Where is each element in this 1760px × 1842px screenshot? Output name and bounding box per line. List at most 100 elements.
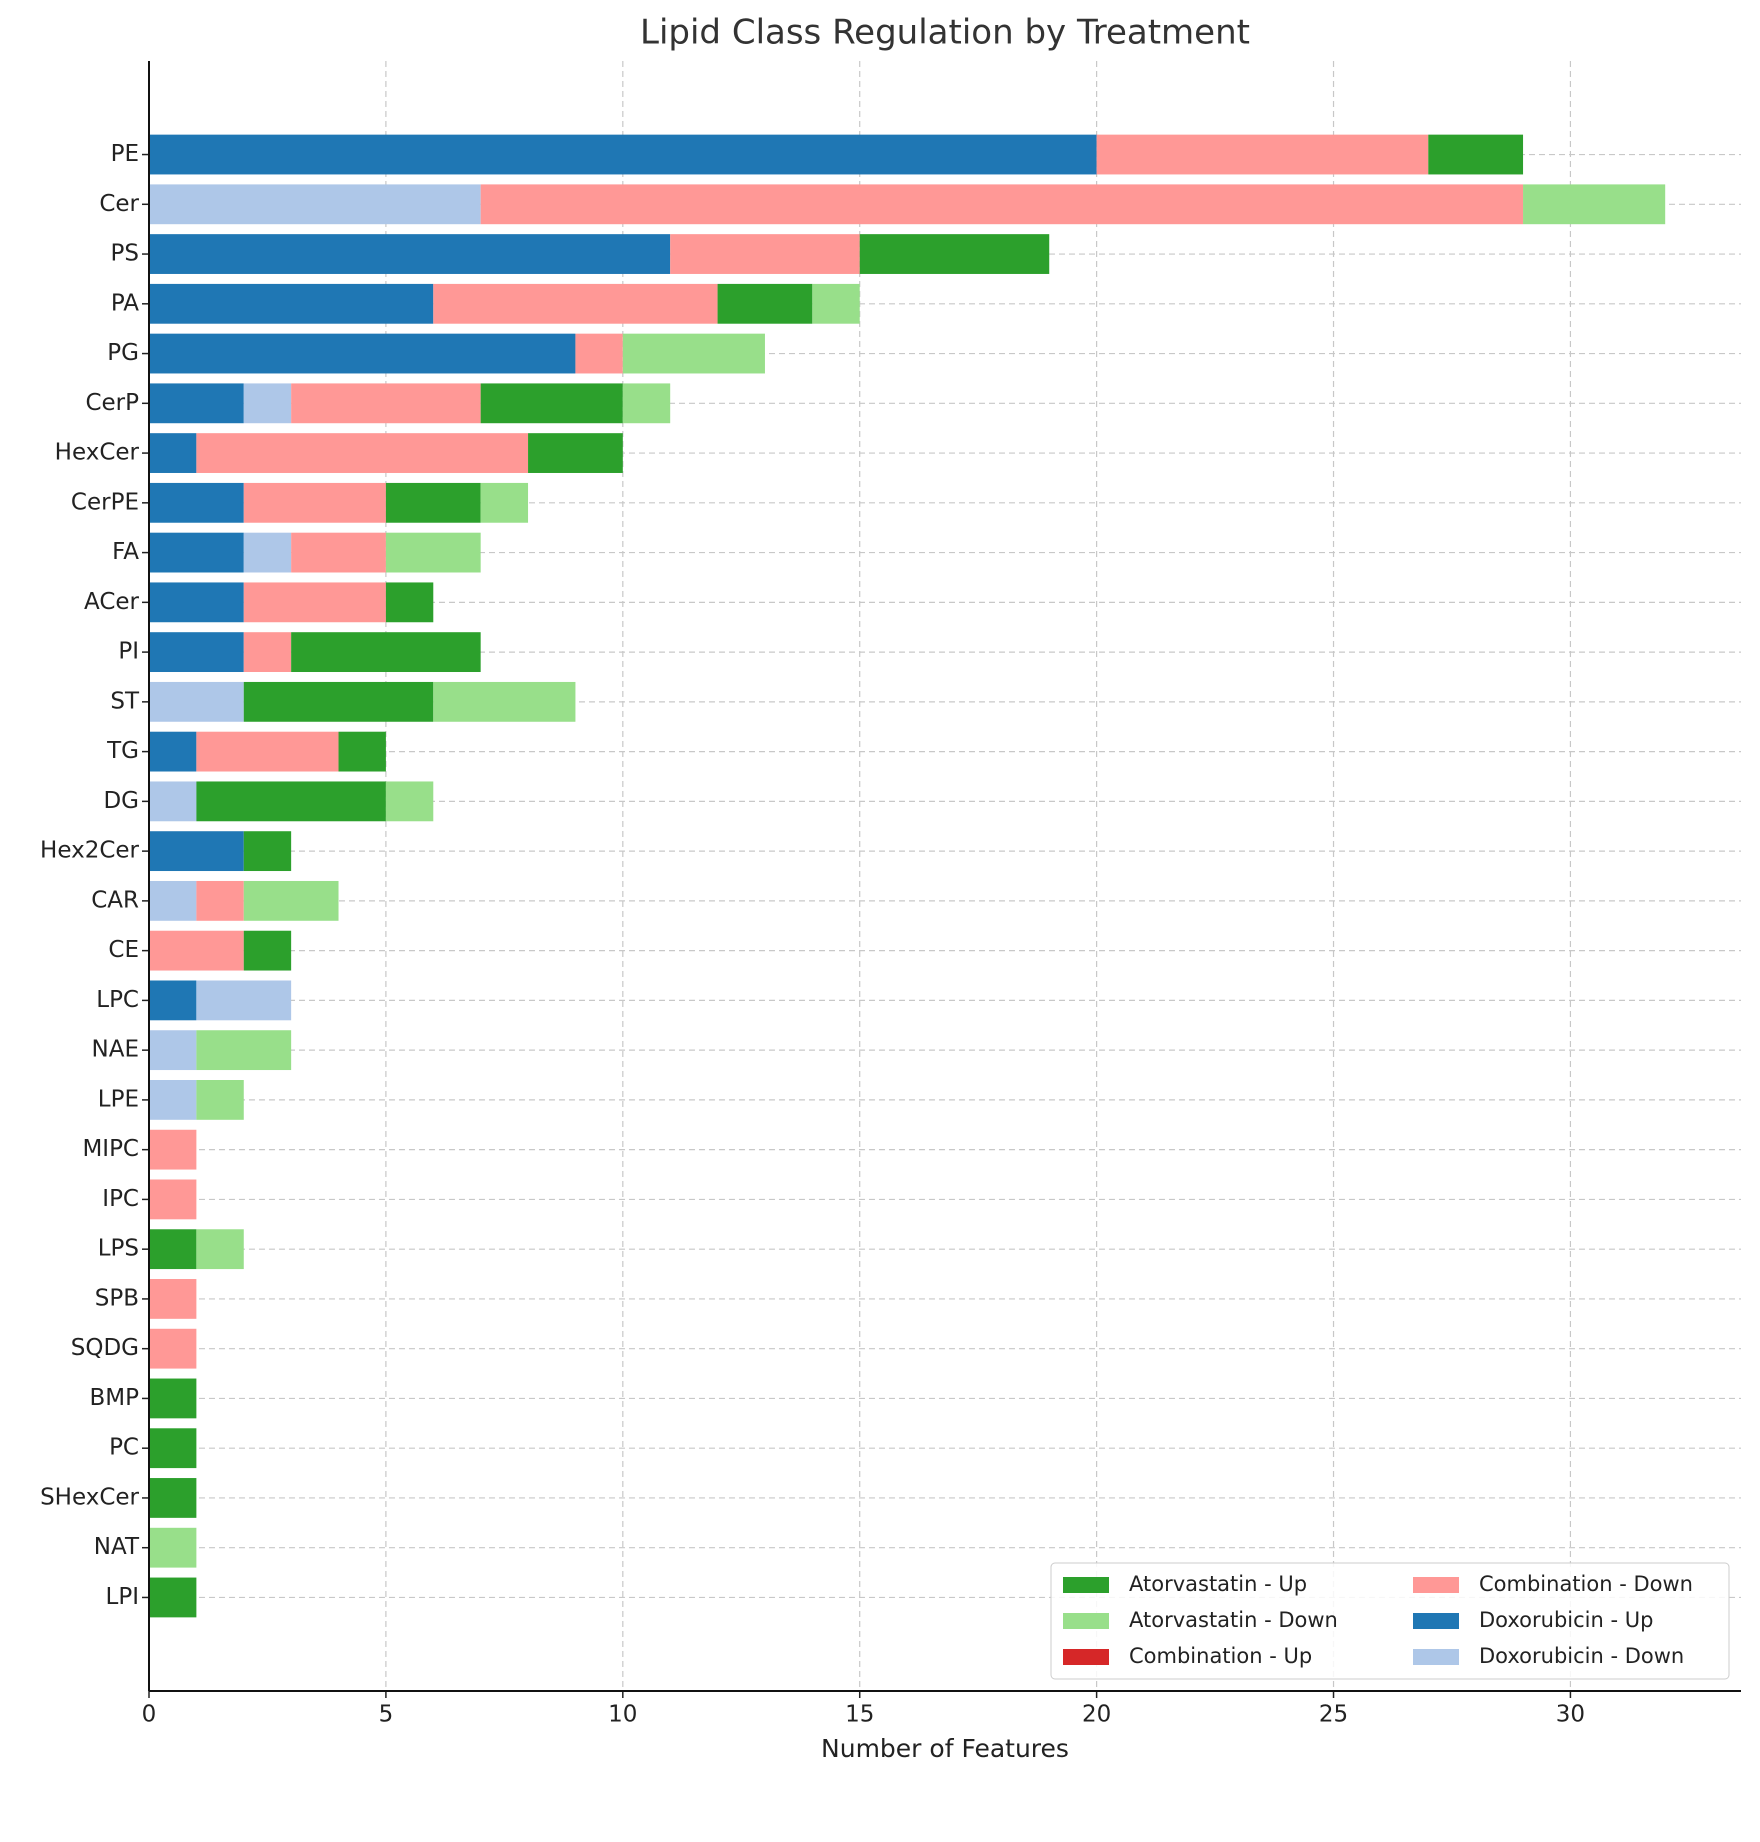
bar [149, 1079, 197, 1120]
bar [196, 1079, 244, 1120]
bar [480, 482, 529, 523]
x-tick-label: 10 [608, 1702, 637, 1728]
bar [243, 482, 386, 523]
y-tick-label: PI [118, 639, 139, 665]
y-tick-label: LPS [98, 1236, 139, 1262]
bar [385, 582, 434, 623]
bar [196, 433, 529, 473]
legend-label: Atorvastatin - Up [1129, 1572, 1307, 1596]
bar [859, 234, 1050, 274]
bar [149, 1577, 197, 1618]
bar [149, 184, 481, 225]
legend-label: Combination - Up [1129, 1644, 1312, 1668]
legend-swatch [1063, 1613, 1109, 1629]
y-tick-label: CAR [91, 887, 139, 913]
bar [528, 433, 623, 473]
bar [243, 582, 386, 623]
y-tick-label: DG [103, 788, 139, 814]
bar [149, 433, 197, 473]
x-tick-label: 15 [845, 1702, 874, 1728]
bar [291, 383, 481, 424]
y-tick-label: LPE [98, 1086, 139, 1112]
bar [196, 731, 339, 772]
y-tick-label: HexCer [55, 440, 140, 466]
y-tick-label: LPC [96, 987, 139, 1013]
y-tick-label: CE [108, 937, 139, 963]
y-tick-label: FA [112, 539, 139, 565]
y-tick-label: PG [107, 340, 139, 366]
y-tick-label: Cer [99, 191, 139, 217]
bar [243, 681, 434, 722]
bar [196, 880, 244, 921]
bar [149, 930, 244, 971]
bar [149, 781, 197, 822]
bar [149, 681, 244, 722]
bar [149, 283, 434, 324]
bar [149, 880, 197, 921]
x-tick-label: 20 [1082, 1702, 1111, 1728]
legend-swatch [1063, 1577, 1109, 1593]
bar [385, 482, 481, 523]
y-tick-label: SQDG [71, 1335, 139, 1361]
legend-swatch [1413, 1577, 1459, 1593]
bar [149, 1179, 197, 1220]
bar [670, 234, 860, 274]
y-tick-label: LPI [106, 1584, 139, 1610]
x-tick-label: 25 [1319, 1702, 1348, 1728]
bar [149, 1428, 197, 1469]
bar [291, 632, 481, 673]
bar [243, 880, 339, 921]
bar [575, 333, 623, 374]
bar [433, 681, 576, 722]
bar [243, 632, 292, 673]
bar [338, 731, 386, 772]
bar [149, 1229, 197, 1270]
legend-swatch [1413, 1613, 1459, 1629]
y-tick-label: ACer [84, 589, 140, 615]
y-tick-label: PC [109, 1435, 139, 1461]
y-tick-label: BMP [90, 1385, 140, 1411]
bar [149, 582, 244, 623]
bar [149, 134, 1097, 175]
y-tick-label: MIPC [82, 1136, 139, 1162]
bar [480, 383, 623, 424]
bar [149, 1279, 197, 1319]
bar [291, 532, 386, 573]
bar [196, 781, 386, 822]
bar [149, 1378, 197, 1419]
bar [243, 831, 292, 872]
y-tick-label: NAE [92, 1037, 139, 1063]
bar [196, 1229, 244, 1270]
y-tick-label: NAT [94, 1534, 140, 1560]
bar [1428, 134, 1524, 175]
y-tick-label: CerP [85, 390, 139, 416]
legend-swatch [1413, 1649, 1459, 1665]
bar [196, 1030, 292, 1071]
bar [149, 1328, 197, 1369]
bar [1523, 184, 1666, 225]
bar [149, 383, 244, 424]
y-tick-label: SHexCer [40, 1484, 139, 1510]
bar [196, 980, 292, 1021]
legend-label: Combination - Down [1479, 1572, 1693, 1596]
bar [149, 831, 244, 872]
bar [243, 930, 292, 971]
bar [149, 333, 576, 374]
y-tick-label: CerPE [71, 489, 139, 515]
bar [149, 1478, 197, 1518]
legend-label: Atorvastatin - Down [1129, 1608, 1338, 1632]
bar [149, 1527, 197, 1568]
bar [149, 482, 244, 523]
y-tick-label: IPC [102, 1186, 139, 1212]
bar [433, 283, 718, 324]
y-tick-label: PE [111, 141, 139, 167]
y-tick-label: Hex2Cer [40, 838, 139, 864]
bar [149, 632, 244, 673]
bar [149, 532, 244, 573]
bar [243, 383, 292, 424]
bar [149, 1129, 197, 1170]
bar [149, 731, 197, 772]
legend-box [1050, 1562, 1730, 1680]
x-tick-label: 0 [142, 1702, 157, 1728]
